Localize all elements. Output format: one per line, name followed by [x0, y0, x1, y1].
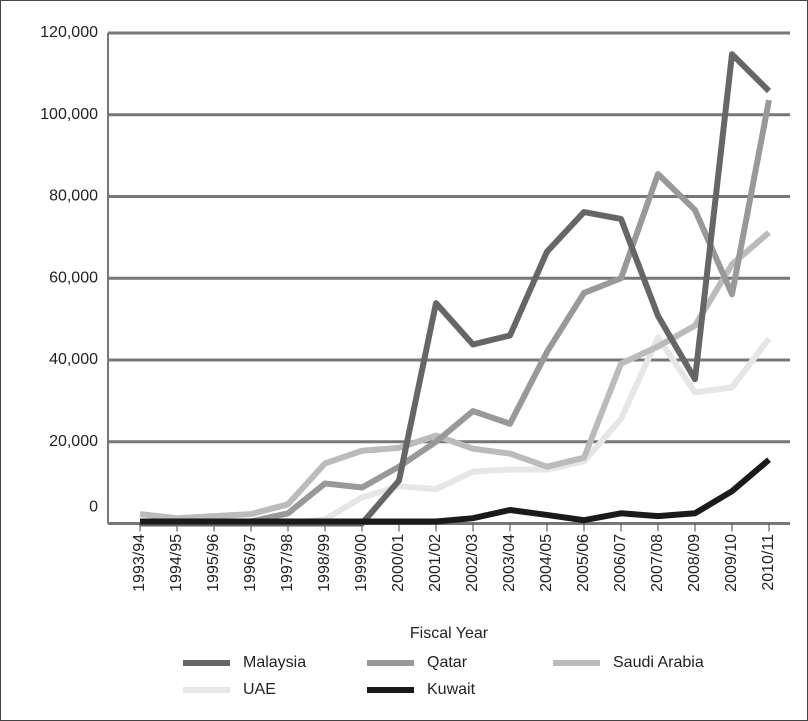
y-tick-label: 60,000: [49, 269, 98, 286]
legend-label: UAE: [243, 681, 276, 698]
x-tick-label: 1995/96: [205, 534, 222, 592]
x-tick-label: 1994/95: [168, 534, 185, 592]
x-tick-label: 1999/00: [353, 534, 370, 592]
x-tick-label: 2006/07: [612, 534, 629, 592]
x-axis-label: Fiscal Year: [410, 625, 489, 642]
legend-label: Qatar: [427, 654, 468, 671]
y-tick-label: 120,000: [40, 24, 98, 41]
y-tick-label: 100,000: [40, 106, 98, 123]
x-tick-label: 2002/03: [464, 534, 481, 592]
x-tick-label: 1997/98: [279, 534, 296, 592]
x-tick-label: 2009/10: [723, 534, 740, 592]
y-tick-label: 0: [89, 499, 98, 516]
legend-label: Malaysia: [243, 654, 306, 671]
legend-label: Kuwait: [427, 681, 476, 698]
x-tick-label: 1998/99: [316, 534, 333, 592]
x-tick-label: 2004/05: [538, 534, 555, 592]
x-tick-label: 1993/94: [131, 534, 148, 592]
x-tick-label: 2005/06: [575, 534, 592, 592]
y-tick-label: 80,000: [49, 188, 98, 205]
x-tick-label: 2000/01: [390, 534, 407, 592]
x-tick-label: 2010/11: [760, 534, 777, 591]
x-tick-label: 2003/04: [501, 534, 518, 592]
x-tick-label: 2007/08: [649, 534, 666, 592]
x-tick-label: 2001/02: [427, 534, 444, 592]
legend-label: Saudi Arabia: [613, 654, 704, 671]
x-tick-label: 2008/09: [686, 534, 703, 592]
y-tick-label: 20,000: [49, 433, 98, 450]
x-tick-label: 1996/97: [242, 534, 259, 592]
y-tick-label: 40,000: [49, 351, 98, 368]
line-series: [139, 230, 771, 522]
line-series: [140, 457, 771, 525]
